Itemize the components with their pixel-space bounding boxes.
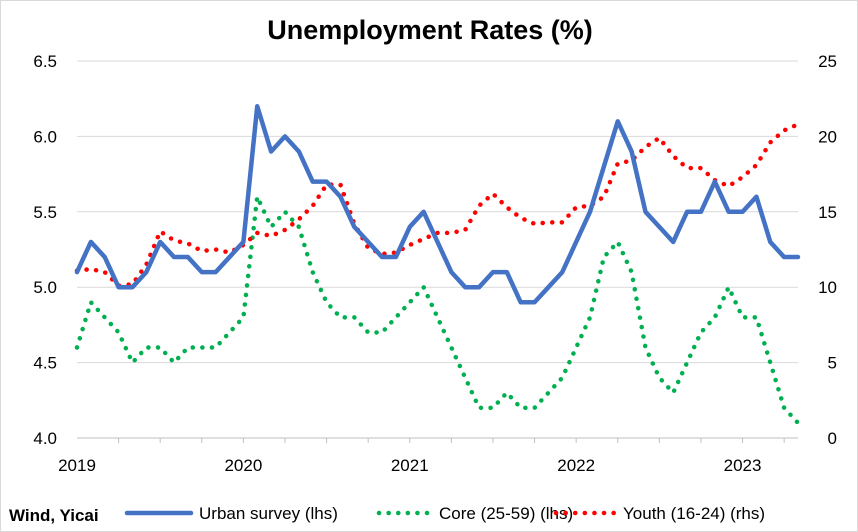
legend-label: Urban survey (lhs) [199,504,338,523]
legend-label: Core (25-59) (lhs) [439,504,573,523]
source-label: Wind, Yicai [9,506,99,525]
legend-label: Youth (16-24) (rhs) [623,504,765,523]
gridlines [77,60,798,364]
series-line-2 [74,122,801,288]
x-axis-ticks: 2019 2020 2021 2022 2023 [58,438,785,475]
left-tick-label: 6.5 [33,52,57,71]
legend: Urban survey (lhs) Core (25-59) (lhs) Yout… [124,504,765,523]
x-tick-label: 2020 [224,456,262,475]
x-tick-label: 2023 [724,456,762,475]
series-layer [74,103,801,426]
left-tick-label: 5.0 [33,278,57,297]
x-tick-label: 2019 [58,456,96,475]
right-tick-label: 10 [818,278,837,297]
left-axis-ticks: 4.0 4.5 5.0 5.5 6.0 6.5 [33,52,57,448]
right-tick-label: 15 [818,203,837,222]
chart-title: Unemployment Rates (%) [267,15,593,45]
right-tick-label: 5 [828,354,837,373]
right-tick-label: 20 [818,127,837,146]
x-tick-label: 2022 [557,456,595,475]
right-axis-ticks: 0 5 10 15 20 25 [818,52,837,448]
left-tick-label: 4.0 [33,429,57,448]
left-tick-label: 5.5 [33,203,57,222]
x-tick-label: 2021 [391,456,429,475]
series-line-0 [74,103,801,305]
right-tick-label: 0 [828,429,837,448]
series-line-1 [74,194,801,426]
right-tick-label: 25 [818,52,837,71]
left-tick-label: 4.5 [33,354,57,373]
left-tick-label: 6.0 [33,127,57,146]
